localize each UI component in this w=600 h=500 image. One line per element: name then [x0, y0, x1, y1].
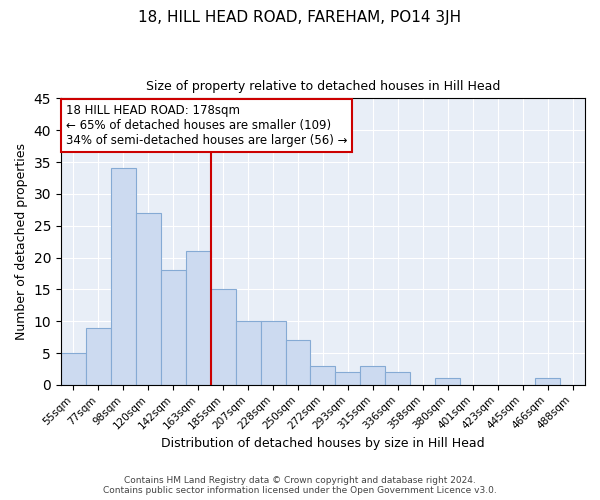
X-axis label: Distribution of detached houses by size in Hill Head: Distribution of detached houses by size …	[161, 437, 485, 450]
Text: 18, HILL HEAD ROAD, FAREHAM, PO14 3JH: 18, HILL HEAD ROAD, FAREHAM, PO14 3JH	[139, 10, 461, 25]
Title: Size of property relative to detached houses in Hill Head: Size of property relative to detached ho…	[146, 80, 500, 93]
Text: 18 HILL HEAD ROAD: 178sqm
← 65% of detached houses are smaller (109)
34% of semi: 18 HILL HEAD ROAD: 178sqm ← 65% of detac…	[66, 104, 347, 147]
Bar	[535, 378, 560, 385]
Bar	[161, 270, 185, 385]
Bar	[260, 321, 286, 385]
Y-axis label: Number of detached properties: Number of detached properties	[15, 143, 28, 340]
Bar	[61, 353, 86, 385]
Bar	[335, 372, 361, 385]
Bar	[435, 378, 460, 385]
Bar	[286, 340, 310, 385]
Bar	[310, 366, 335, 385]
Bar	[111, 168, 136, 385]
Bar	[361, 366, 385, 385]
Bar	[236, 321, 260, 385]
Bar	[136, 213, 161, 385]
Bar	[185, 251, 211, 385]
Bar	[86, 328, 111, 385]
Text: Contains HM Land Registry data © Crown copyright and database right 2024.
Contai: Contains HM Land Registry data © Crown c…	[103, 476, 497, 495]
Bar	[385, 372, 410, 385]
Bar	[211, 290, 236, 385]
